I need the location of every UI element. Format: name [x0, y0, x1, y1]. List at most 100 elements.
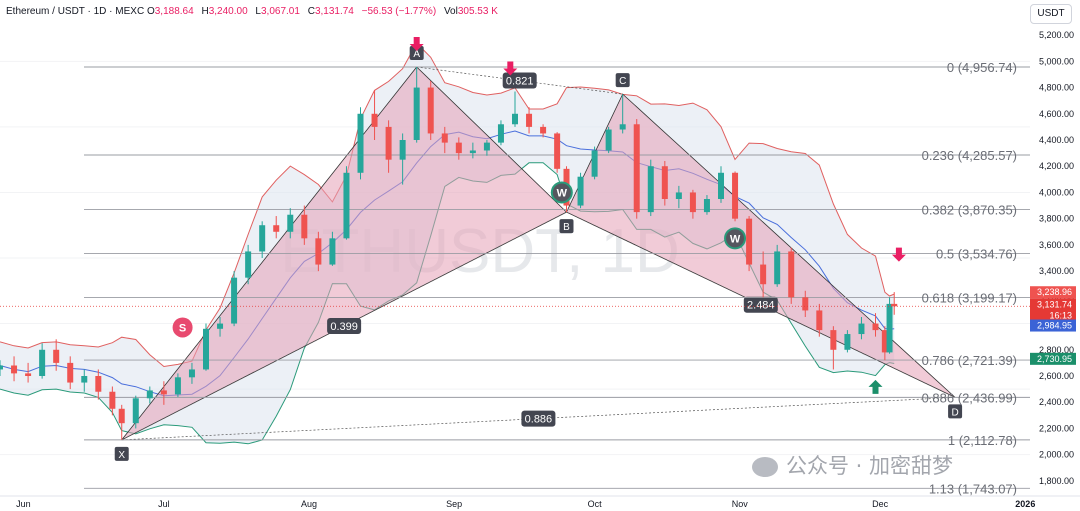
candle-body — [816, 310, 823, 331]
candle-body — [11, 365, 18, 374]
signal-label: W — [730, 233, 741, 245]
pattern-point-label: C — [619, 76, 626, 87]
ratio-label: 0.821 — [506, 76, 534, 88]
price-label-box — [1030, 298, 1076, 323]
y-tick-label: 4,600.00 — [1039, 109, 1074, 119]
candle-body — [554, 133, 561, 169]
fib-label: 0.382 (3,870.35) — [922, 202, 1017, 217]
candle-body — [483, 142, 490, 151]
high-label: H — [201, 6, 209, 17]
fib-label: 0 (4,956.74) — [947, 60, 1017, 75]
y-tick-label: 5,200.00 — [1039, 30, 1074, 40]
candle-body — [591, 150, 598, 177]
candle-body — [441, 133, 448, 143]
pattern-point-label: A — [413, 49, 420, 60]
candle-body — [132, 398, 139, 424]
price-axis: 5,200.00 5,000.00 4,800.00 4,600.00 4,400.00… — [1030, 30, 1076, 486]
pattern-ratio: 0.399 — [327, 317, 362, 334]
price-label: 2,730.95 — [1037, 354, 1072, 364]
x-tick-label: 2026 — [1015, 499, 1035, 509]
price-label-sub: 16:13 — [1049, 310, 1072, 320]
x-tick-label: Jul — [158, 499, 170, 509]
symbol-title: Ethereum / USDT · 1D · MEXC — [6, 6, 145, 17]
candle-body — [118, 408, 125, 424]
pattern-ratio: 0.821 — [502, 72, 537, 89]
candle-body — [259, 225, 266, 252]
volume-label: Vol — [443, 6, 458, 17]
signal-marker — [724, 227, 747, 250]
footer-watermark: 公众号 · 加密甜梦 — [752, 450, 953, 480]
candle-body — [413, 87, 420, 140]
candle-body — [830, 330, 837, 350]
y-tick-label: 3,400.00 — [1039, 266, 1074, 276]
fib-label: 0.236 (4,285.57) — [922, 148, 1017, 163]
low-label: L — [255, 6, 261, 17]
ratio-line-ac — [416, 66, 623, 95]
candle-body — [174, 377, 181, 395]
candle-body — [385, 126, 392, 160]
high-value: 3,240.00 — [208, 6, 248, 17]
fib-label: 0.5 (3,534.76) — [936, 246, 1017, 261]
y-tick-label: 2,400.00 — [1039, 397, 1074, 407]
y-tick-label: 1,800.00 — [1039, 476, 1074, 486]
signal-marker — [172, 317, 193, 338]
price-label-box — [1030, 286, 1076, 299]
x-tick-label: Dec — [872, 499, 889, 509]
signal-label: W — [557, 187, 568, 199]
candle-body — [619, 124, 626, 130]
pattern-point-box — [114, 446, 129, 461]
wechat-icon — [752, 457, 778, 477]
fib-label: 1 (2,112.78) — [948, 433, 1017, 448]
candle-body — [497, 124, 504, 143]
currency-button[interactable]: USDT — [1030, 4, 1072, 24]
arrow-down-icon — [409, 37, 424, 52]
candle-body — [25, 373, 32, 376]
candle-body — [540, 126, 547, 134]
fibonacci-levels: 0 (4,956.74) 0.236 (4,285.57) 0.382 (3,870… — [84, 60, 1030, 496]
candle-body — [146, 390, 153, 399]
y-tick-label: 3,800.00 — [1039, 214, 1074, 224]
candle-body — [329, 238, 336, 265]
candle-body — [858, 323, 865, 335]
candle-body — [732, 172, 739, 219]
pattern-ratio: 0.886 — [521, 410, 556, 427]
open-label: O — [146, 6, 155, 17]
fib-label: 0.886 (2,436.99) — [922, 390, 1017, 405]
ratio-box — [502, 72, 537, 89]
candle-body — [633, 124, 640, 213]
candle-body — [703, 199, 710, 213]
candle-body — [675, 192, 682, 199]
fib-label: 0.618 (3,199.17) — [922, 290, 1017, 305]
candle-body — [891, 303, 898, 307]
time-axis: Jun Jul Aug Sep Oct Nov Dec 2026 — [0, 495, 1080, 509]
candle-body — [203, 328, 209, 370]
candle-body — [605, 129, 612, 151]
bollinger-upper — [0, 42, 895, 368]
candle-body — [371, 113, 378, 127]
arrow-up-icon — [868, 379, 883, 394]
candle-body — [231, 277, 238, 324]
candle-body — [67, 362, 74, 383]
candle-body — [315, 238, 322, 265]
price-label-box — [1030, 352, 1076, 365]
fib-label: 1.13 (1,743.07) — [929, 481, 1017, 496]
candle-body — [760, 264, 767, 285]
candle-body — [577, 176, 584, 206]
y-tick-label: 2,200.00 — [1039, 423, 1074, 433]
x-tick-label: Jun — [16, 499, 31, 509]
candle-body — [526, 113, 533, 127]
ratio-label: 0.886 — [525, 414, 553, 426]
candle-body — [689, 192, 696, 213]
candle-body — [774, 251, 781, 285]
pattern-point-box — [409, 46, 424, 61]
candle-body — [188, 369, 195, 378]
pattern-point-label: D — [951, 407, 958, 418]
candle-body — [886, 303, 893, 353]
low-value: 3,067.01 — [260, 6, 300, 17]
candle-body — [718, 172, 724, 199]
ratio-label: 0.399 — [330, 321, 358, 333]
ratio-label: 2.484 — [747, 300, 775, 312]
candle-body — [844, 334, 851, 350]
candle-body — [357, 113, 364, 173]
